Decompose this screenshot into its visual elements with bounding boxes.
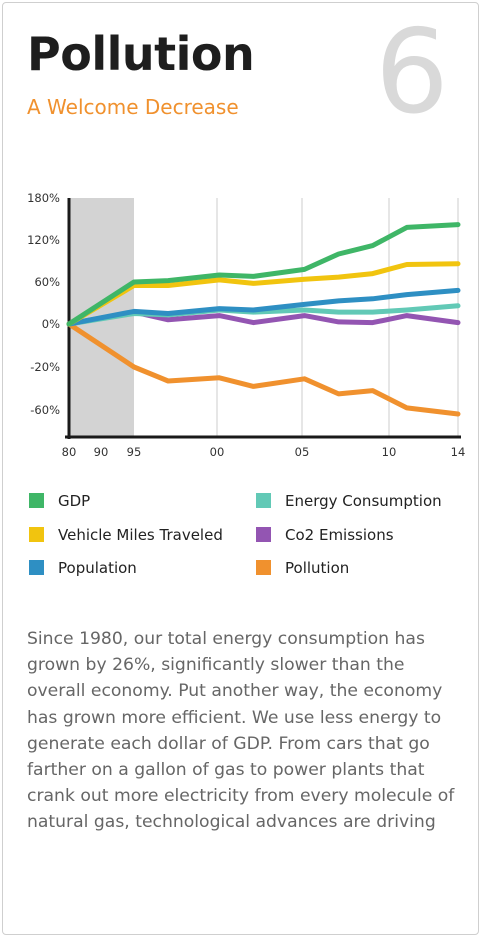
y-tick-label: 120% (27, 233, 60, 247)
chart-axes (65, 198, 461, 439)
legend-swatch-co2 (256, 527, 271, 542)
y-axis-labels: 180% 120% 60% 0% -20% -60% (27, 191, 60, 417)
y-tick-label: 60% (34, 275, 60, 289)
x-tick-label: 00 (210, 445, 225, 459)
legend-item-population: Population (29, 559, 137, 577)
page-subtitle: A Welcome Decrease (27, 95, 239, 119)
legend-label: Vehicle Miles Traveled (58, 526, 223, 544)
series-line-vmt (66, 261, 461, 327)
y-tick-label: -20% (30, 360, 60, 374)
legend-item-pollution: Pollution (256, 559, 349, 577)
body-paragraph: Since 1980, our total energy consumption… (27, 629, 455, 833)
legend-label: Pollution (285, 559, 350, 577)
x-tick-label: 80 (62, 445, 77, 459)
x-tick-label: 90 (94, 445, 109, 459)
y-tick-label: 0% (42, 317, 60, 331)
legend-label: Energy Consumption (285, 492, 442, 510)
pollution-line-chart: 180% 120% 60% 0% -20% -60% 80 90 95 00 05 10 14 (27, 191, 466, 459)
x-tick-label: 05 (295, 445, 310, 459)
legend-item-vehicle-miles: Vehicle Miles Traveled (29, 526, 223, 544)
y-tick-label: 180% (27, 191, 60, 205)
series-lines (66, 222, 461, 417)
x-tick-label: 10 (382, 445, 397, 459)
legend-item-gdp: GDP (29, 492, 90, 510)
legend-swatch-energy (256, 493, 271, 508)
legend-swatch-population (29, 560, 44, 575)
x-tick-label: 95 (127, 445, 142, 459)
legend-label: Population (58, 559, 137, 577)
page-title: Pollution (27, 27, 255, 81)
x-axis-labels: 80 90 95 00 05 10 14 (62, 445, 466, 459)
legend-swatch-vmt (29, 527, 44, 542)
series-line-gdp (66, 222, 461, 327)
legend-swatch-pollution (256, 560, 271, 575)
legend-label: GDP (58, 492, 91, 510)
legend-item-co2-emissions: Co2 Emissions (256, 526, 394, 544)
series-line-population (66, 287, 461, 327)
legend-item-energy-consumption: Energy Consumption (256, 492, 442, 510)
series-line-pollution (66, 321, 461, 417)
section-number: 6 (375, 5, 449, 140)
x-tick-label: 14 (451, 445, 466, 459)
legend-label: Co2 Emissions (285, 526, 394, 544)
legend-swatch-gdp (29, 493, 44, 508)
y-tick-label: -60% (30, 403, 60, 417)
